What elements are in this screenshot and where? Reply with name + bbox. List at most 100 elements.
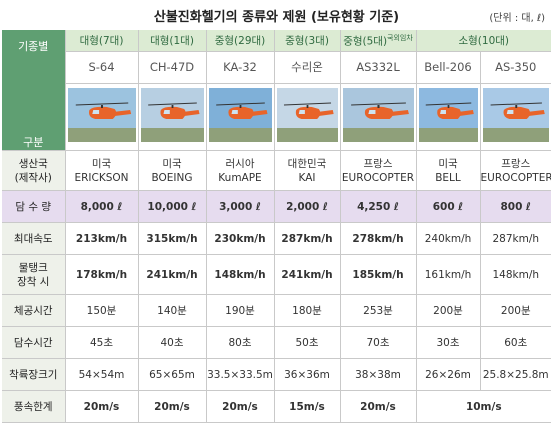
- cell-line: 40초: [160, 336, 184, 349]
- cell: 140분: [137, 294, 206, 327]
- helicopter-photo: [418, 88, 478, 143]
- cell: 20m/s: [205, 390, 274, 423]
- helicopter-photo: [276, 88, 338, 143]
- corner-top: 기종별: [18, 40, 49, 53]
- group-label: 중형(29대): [205, 30, 274, 53]
- cell-line: 200분: [433, 304, 463, 317]
- spec-row: 생산국 (제작사) 미국 ERICKSON 미국 BOEING 러시아 KumAPE 대한민국 K…: [2, 150, 552, 191]
- row-label: 생산국 (제작사): [2, 150, 65, 191]
- cell-line: ERICKSON: [74, 171, 129, 184]
- cell-line: 241km/h: [281, 268, 333, 281]
- cell: 241km/h: [137, 254, 206, 295]
- model-name: KA-32: [205, 51, 274, 84]
- cell-line: 278km/h: [352, 232, 404, 245]
- helicopter-photo: [67, 88, 136, 143]
- cell: 190분: [205, 294, 274, 327]
- cell: 20m/s: [137, 390, 206, 423]
- cell-line: 800 ℓ: [500, 200, 532, 213]
- cell: 150분: [64, 294, 138, 327]
- cell-line: 60초: [504, 336, 528, 349]
- cell: 80초: [205, 326, 274, 359]
- cell: 50초: [273, 326, 340, 359]
- row-label-line: (제작사): [14, 171, 52, 184]
- row-label-line: 체공시간: [13, 304, 53, 317]
- cell-line: 241km/h: [146, 268, 198, 281]
- group-text: 중형(29대): [214, 35, 266, 48]
- cell-line: 150분: [86, 304, 117, 317]
- group-label: 중형(5대)국외임차: [339, 30, 416, 53]
- row-label: 착륙장크기: [2, 358, 65, 391]
- model-name: AS-350: [479, 51, 552, 84]
- cell-line: 3,000 ℓ: [219, 200, 261, 213]
- cell: 241km/h: [273, 254, 340, 295]
- cell: 4,250 ℓ: [339, 190, 416, 223]
- cell-line: 65×65m: [149, 368, 195, 381]
- cell-line: 50초: [295, 336, 319, 349]
- cell-line: 80초: [228, 336, 252, 349]
- cell: 미국 ERICKSON: [64, 150, 138, 191]
- model-name: Bell-206: [415, 51, 480, 84]
- model-row: S-64 CH-47D KA-32 수리온 AS332L Bell-206 AS-350: [2, 51, 552, 84]
- cell-line: 25.8×25.8m: [482, 368, 549, 381]
- group-row: 기종별 구분 대형(7대) 대형(1대) 중형(29대) 중형(3대) 중형(5대)국외임차…: [2, 30, 552, 151]
- cell: 278km/h: [339, 222, 416, 255]
- cell: 15m/s: [273, 390, 340, 423]
- cell: 25.8×25.8m: [479, 358, 552, 391]
- photo-cell: [479, 83, 552, 151]
- spec-row: 담수시간 45초 40초 80초 50초 70초 30초 60초: [2, 326, 552, 359]
- cell-line: 287km/h: [492, 232, 540, 245]
- photo-cell: [415, 83, 480, 151]
- cell-line: EUROCOPTER: [341, 171, 415, 184]
- helicopter-photo: [342, 88, 414, 143]
- row-label: 풍속한계: [2, 390, 65, 423]
- cell-line: 185km/h: [352, 268, 404, 281]
- corner-bottom: 구분: [23, 136, 44, 149]
- cell: 20m/s: [64, 390, 138, 423]
- cell-line: 20m/s: [360, 400, 396, 413]
- cell: 148km/h: [479, 254, 552, 295]
- row-label-line: 물탱크: [18, 261, 48, 274]
- cell-line: 20m/s: [154, 400, 190, 413]
- photo-cell: [137, 83, 206, 151]
- cell: 미국 BELL: [415, 150, 480, 191]
- cell-line: 240km/h: [424, 232, 472, 245]
- cell: 65×65m: [137, 358, 206, 391]
- unit: (단위 : 대, ℓ): [489, 13, 545, 24]
- cell: 200분: [415, 294, 480, 327]
- cell-line: 10m/s: [465, 400, 502, 413]
- row-label-line: 최대속도: [13, 232, 53, 245]
- model-name: 수리온: [273, 51, 340, 84]
- cell-line: KumAPE: [218, 171, 262, 184]
- cell: 70초: [339, 326, 416, 359]
- cell: 800 ℓ: [479, 190, 552, 223]
- model-name: CH-47D: [137, 51, 206, 84]
- cell-line: 253분: [363, 304, 393, 317]
- cell-line: 230km/h: [214, 232, 266, 245]
- cell-line: 178km/h: [75, 268, 128, 281]
- row-label-line: 장착 시: [17, 275, 50, 288]
- cell-line: 프랑스: [501, 157, 531, 170]
- cell-line: 180분: [292, 304, 322, 317]
- group-text: 대형(7대): [79, 35, 124, 48]
- group-note: 국외임차: [387, 33, 413, 42]
- cell-line: BELL: [435, 171, 461, 184]
- cell: 대한민국 KAI: [273, 150, 340, 191]
- cell-line: 287km/h: [281, 232, 333, 245]
- cell-line: 20m/s: [83, 400, 120, 413]
- spec-row: 물탱크 장착 시 178km/h 241km/h 148km/h 241km/h 185km…: [2, 254, 552, 295]
- cell: 213km/h: [64, 222, 138, 255]
- cell-line: 10,000 ℓ: [147, 200, 197, 213]
- group-text: 중형(5대): [343, 35, 388, 48]
- cell-line: BOEING: [151, 171, 193, 184]
- cell-line: 140분: [157, 304, 187, 317]
- cell: 230km/h: [205, 222, 274, 255]
- row-label-line: 착륙장크기: [9, 368, 58, 381]
- row-label-line: 담 수 량: [15, 200, 52, 213]
- group-label: 대형(1대): [137, 30, 206, 53]
- spec-row: 담 수 량 8,000 ℓ 10,000 ℓ 3,000 ℓ 2,000 ℓ 4,250 …: [2, 190, 552, 223]
- cell-line: 33.5×33.5m: [207, 368, 273, 381]
- row-label: 물탱크 장착 시: [2, 254, 65, 295]
- cell-line: KAI: [298, 171, 316, 184]
- cell: 45초: [64, 326, 138, 359]
